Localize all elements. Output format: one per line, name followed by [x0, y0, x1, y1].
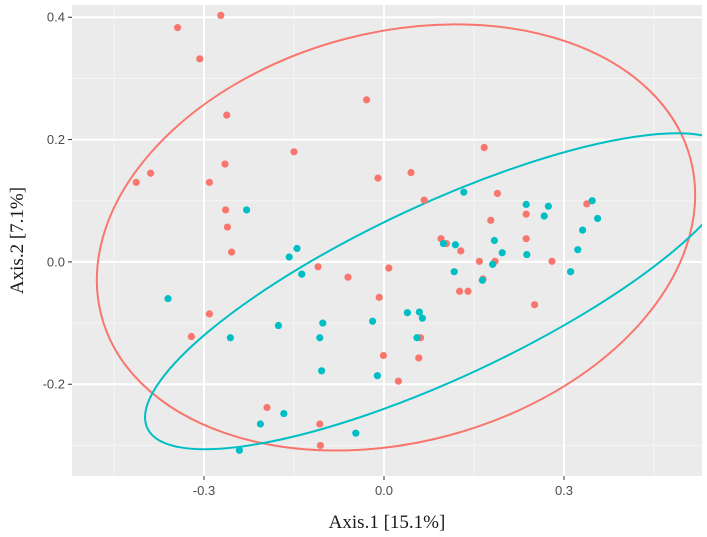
group-teal-point [490, 236, 498, 245]
group-red-point [217, 11, 225, 19]
group-red-point [228, 248, 236, 256]
x-axis-title: Axis.1 [15.1%] [329, 512, 446, 533]
group-teal-point [316, 334, 324, 342]
group-red-point [147, 169, 155, 177]
group-red-point [456, 287, 464, 295]
y-tick-label: -0.2 [43, 377, 65, 392]
group-red-point [420, 196, 428, 204]
group-red-point [374, 174, 382, 182]
group-teal-point [574, 246, 582, 254]
group-red-point [457, 247, 465, 255]
confidence-ellipses [95, 23, 702, 452]
group-red-point [221, 160, 229, 168]
group-teal-point [373, 372, 381, 380]
group-red-point [132, 178, 140, 186]
group-red-point [480, 143, 488, 152]
group-teal-point [579, 226, 587, 234]
group-red-point [290, 148, 298, 156]
group-red-point [548, 257, 556, 265]
group-red-point [205, 310, 213, 318]
group-teal-point [478, 276, 486, 284]
x-tick-label: 0.3 [555, 483, 573, 498]
group-red-point [316, 441, 324, 450]
group-teal-point [226, 334, 234, 342]
group-teal-point [540, 212, 548, 220]
group-red-point [522, 210, 530, 218]
plot-panel [72, 5, 702, 476]
y-tick-label: 0.0 [47, 254, 65, 269]
x-axis-ticks: -0.3 0.0 0.3 [193, 476, 573, 498]
group-teal-point [567, 268, 575, 276]
group-red-point [493, 189, 501, 197]
group-teal-point [439, 239, 447, 248]
group-teal-point [164, 295, 172, 303]
group-teal-point [243, 206, 251, 214]
group-teal-point [415, 308, 423, 316]
group-teal-point [544, 202, 553, 210]
group-red-point [196, 55, 204, 63]
group-teal-point [523, 250, 531, 259]
group-teal-point [451, 241, 459, 249]
y-tick-label: 0.4 [47, 10, 65, 25]
group-red-point [363, 96, 371, 104]
group-teal-point [293, 244, 301, 253]
minor-gridlines [72, 5, 702, 476]
group-teal-point [450, 268, 458, 276]
group-red-point [522, 235, 530, 243]
group-teal-point [522, 200, 530, 209]
group-red-point [314, 263, 322, 271]
group-teal-point [319, 319, 327, 327]
group-red-point [583, 200, 591, 208]
group-teal-point [235, 446, 243, 454]
y-axis-ticks: -0.2 0.0 0.2 0.4 [43, 10, 72, 392]
data-points [132, 11, 602, 454]
group-red-point [379, 351, 387, 360]
group-red-point [205, 178, 213, 186]
group-red-point [344, 273, 352, 281]
group-red-point [222, 206, 230, 214]
group-red-point [174, 24, 182, 32]
group-teal-point [280, 410, 288, 418]
group-teal-point [256, 420, 264, 428]
y-tick-label: 0.2 [47, 132, 65, 147]
x-tick-label: 0.0 [375, 483, 393, 498]
group-red-point [385, 264, 393, 272]
group-teal-point [594, 214, 602, 223]
group-red-point [531, 301, 539, 309]
group-red-point [464, 287, 472, 295]
major-gridlines [72, 5, 702, 476]
ellipse-teal [144, 132, 702, 451]
group-red-point [375, 293, 383, 301]
x-tick-label: -0.3 [193, 483, 215, 498]
group-teal-point [498, 249, 506, 257]
group-teal-point [460, 188, 468, 196]
group-teal-point [418, 314, 426, 322]
group-teal-point [588, 197, 596, 205]
group-teal-point [285, 253, 293, 261]
group-teal-point [413, 334, 421, 342]
group-teal-point [369, 317, 377, 325]
group-red-point [263, 403, 271, 412]
group-teal-point [274, 321, 282, 330]
group-red-point [316, 420, 324, 428]
group-red-point [407, 169, 415, 177]
group-teal-point [298, 270, 306, 278]
group-red-point [415, 354, 423, 362]
group-teal-point [489, 260, 497, 268]
group-red-point [223, 223, 231, 231]
group-teal-point [403, 309, 411, 317]
group-red-point [487, 216, 495, 224]
group-teal-point [318, 367, 326, 375]
y-axis-title: Axis.2 [7.1%] [7, 187, 28, 294]
ellipse-red [95, 23, 697, 452]
group-red-point [394, 377, 402, 385]
group-teal-point [352, 429, 360, 437]
group-red-point [187, 332, 195, 341]
group-red-point [475, 257, 483, 265]
group-red-point [223, 111, 231, 119]
